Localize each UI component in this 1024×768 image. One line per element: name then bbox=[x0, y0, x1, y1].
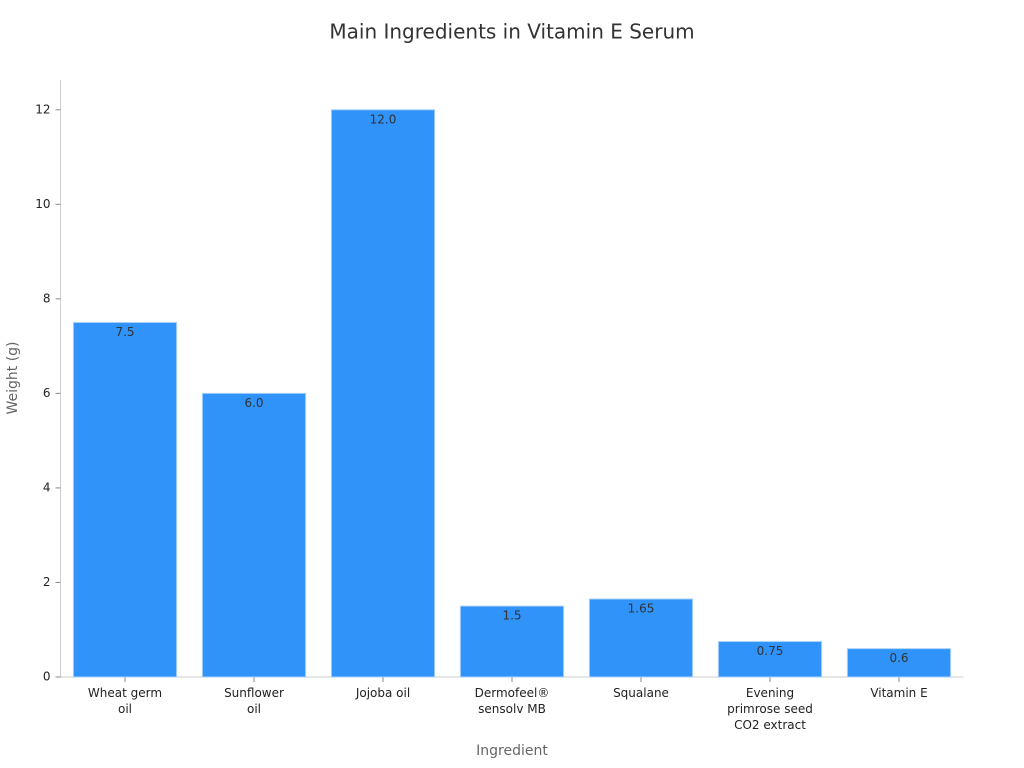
bar bbox=[330, 109, 436, 678]
y-tick-label: 10 bbox=[35, 197, 50, 211]
value-label: 1.65 bbox=[628, 602, 655, 616]
x-tick-label: Sunflower oil bbox=[224, 686, 284, 716]
value-label: 0.6 bbox=[889, 651, 908, 665]
value-label: 6.0 bbox=[244, 396, 263, 410]
y-tick-label: 8 bbox=[43, 291, 51, 305]
x-tick-label: Jojoba oil bbox=[355, 686, 411, 700]
x-tick-label: Dermofeel® sensolv MB bbox=[474, 686, 550, 716]
x-tick-label: Wheat germ oil bbox=[87, 686, 163, 716]
bar bbox=[459, 605, 565, 678]
bar bbox=[588, 598, 694, 678]
value-label: 1.5 bbox=[502, 609, 521, 623]
y-tick-label: 4 bbox=[43, 480, 51, 494]
y-tick-label: 6 bbox=[43, 386, 51, 400]
value-label: 7.5 bbox=[115, 325, 134, 339]
bar bbox=[717, 641, 823, 678]
x-tick-label: Vitamin E bbox=[870, 686, 928, 700]
x-axis-label: Ingredient bbox=[476, 743, 548, 759]
y-tick-label: 0 bbox=[43, 670, 51, 684]
value-label: 0.75 bbox=[757, 644, 784, 658]
value-label: 12.0 bbox=[370, 112, 397, 126]
y-tick-label: 2 bbox=[43, 575, 51, 589]
x-tick-label: Evening primrose seed CO2 extract bbox=[727, 686, 813, 732]
chart-title: Main Ingredients in Vitamin E Serum bbox=[329, 20, 694, 44]
bar bbox=[72, 321, 178, 678]
x-tick-label: Squalane bbox=[613, 686, 669, 700]
bar bbox=[846, 648, 952, 678]
y-tick-label: 12 bbox=[35, 102, 50, 116]
bar bbox=[201, 392, 307, 678]
y-axis-label: Weight (g) bbox=[5, 341, 21, 414]
